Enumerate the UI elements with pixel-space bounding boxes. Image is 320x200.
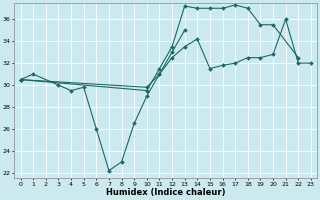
X-axis label: Humidex (Indice chaleur): Humidex (Indice chaleur): [106, 188, 226, 197]
